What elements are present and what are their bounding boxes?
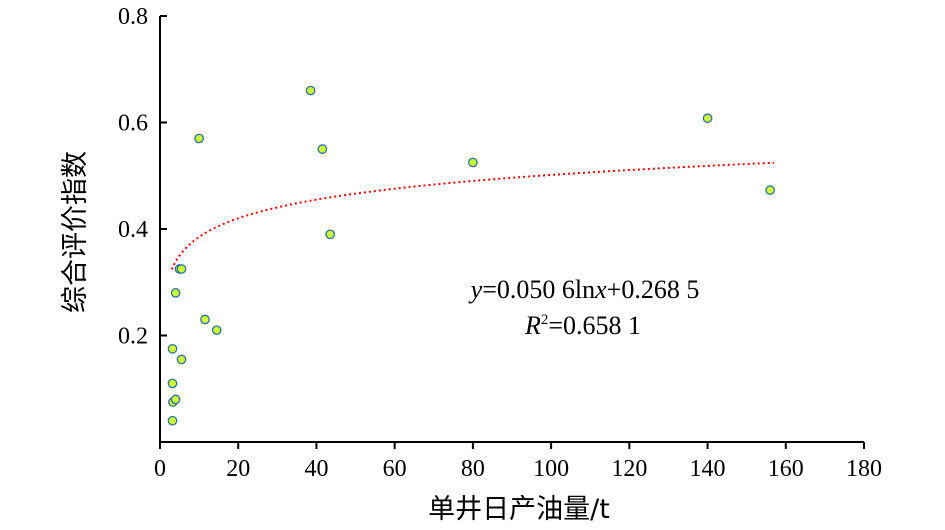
x-tick-label: 180 bbox=[846, 456, 882, 482]
x-tick-label: 120 bbox=[611, 456, 647, 482]
trendline bbox=[170, 161, 775, 270]
x-tick-label: 100 bbox=[533, 456, 569, 482]
data-point bbox=[200, 314, 210, 325]
y-tick-label: 0.6 bbox=[118, 111, 148, 137]
y-tick-label: 0.8 bbox=[118, 4, 148, 30]
equation-y-var: y bbox=[468, 275, 483, 304]
y-tick-label: 0.4 bbox=[118, 217, 148, 243]
equation-part-1: =0.050 6ln bbox=[482, 275, 595, 304]
data-point bbox=[194, 133, 204, 144]
data-point bbox=[317, 144, 328, 154]
x-tick-label: 20 bbox=[226, 456, 250, 482]
x-tick-label: 60 bbox=[383, 456, 407, 482]
data-point bbox=[170, 288, 181, 298]
data-point bbox=[176, 354, 187, 365]
data-point bbox=[305, 85, 316, 96]
x-tick-label: 80 bbox=[461, 456, 485, 482]
equation-x-var: x bbox=[594, 275, 607, 304]
x-ticks: 0 20 40 60 80 100 120 140 160 180 bbox=[154, 442, 882, 482]
x-tick-label: 140 bbox=[690, 456, 726, 482]
data-point bbox=[211, 325, 222, 336]
r-squared-label: R2=0.658 1 bbox=[524, 311, 641, 340]
data-point bbox=[167, 378, 178, 389]
data-point bbox=[170, 394, 181, 405]
data-point bbox=[167, 415, 178, 426]
y-ticks: 0.2 0.4 0.6 0.8 bbox=[118, 4, 167, 350]
x-tick-label: 160 bbox=[768, 456, 804, 482]
data-point bbox=[325, 229, 335, 240]
data-point bbox=[765, 185, 775, 195]
data-points bbox=[167, 85, 775, 426]
trend-equation: y=0.050 6lnx+0.268 5 bbox=[468, 275, 700, 304]
x-tick-label: 0 bbox=[154, 456, 166, 482]
r2-value: =0.658 1 bbox=[548, 311, 641, 340]
x-tick-label: 40 bbox=[304, 456, 328, 482]
y-tick-label: 0.2 bbox=[118, 324, 148, 350]
r2-letter: R bbox=[524, 311, 541, 340]
axes bbox=[159, 16, 864, 443]
data-point bbox=[468, 157, 478, 168]
data-point bbox=[702, 113, 713, 124]
y-axis-title: 综合评价指数 bbox=[60, 151, 91, 313]
equation-part-2: +0.268 5 bbox=[607, 275, 700, 304]
data-point bbox=[167, 343, 178, 354]
r2-superscript: 2 bbox=[541, 312, 549, 328]
data-point bbox=[176, 264, 187, 274]
x-axis-title: 单井日产油量/t bbox=[428, 494, 610, 525]
